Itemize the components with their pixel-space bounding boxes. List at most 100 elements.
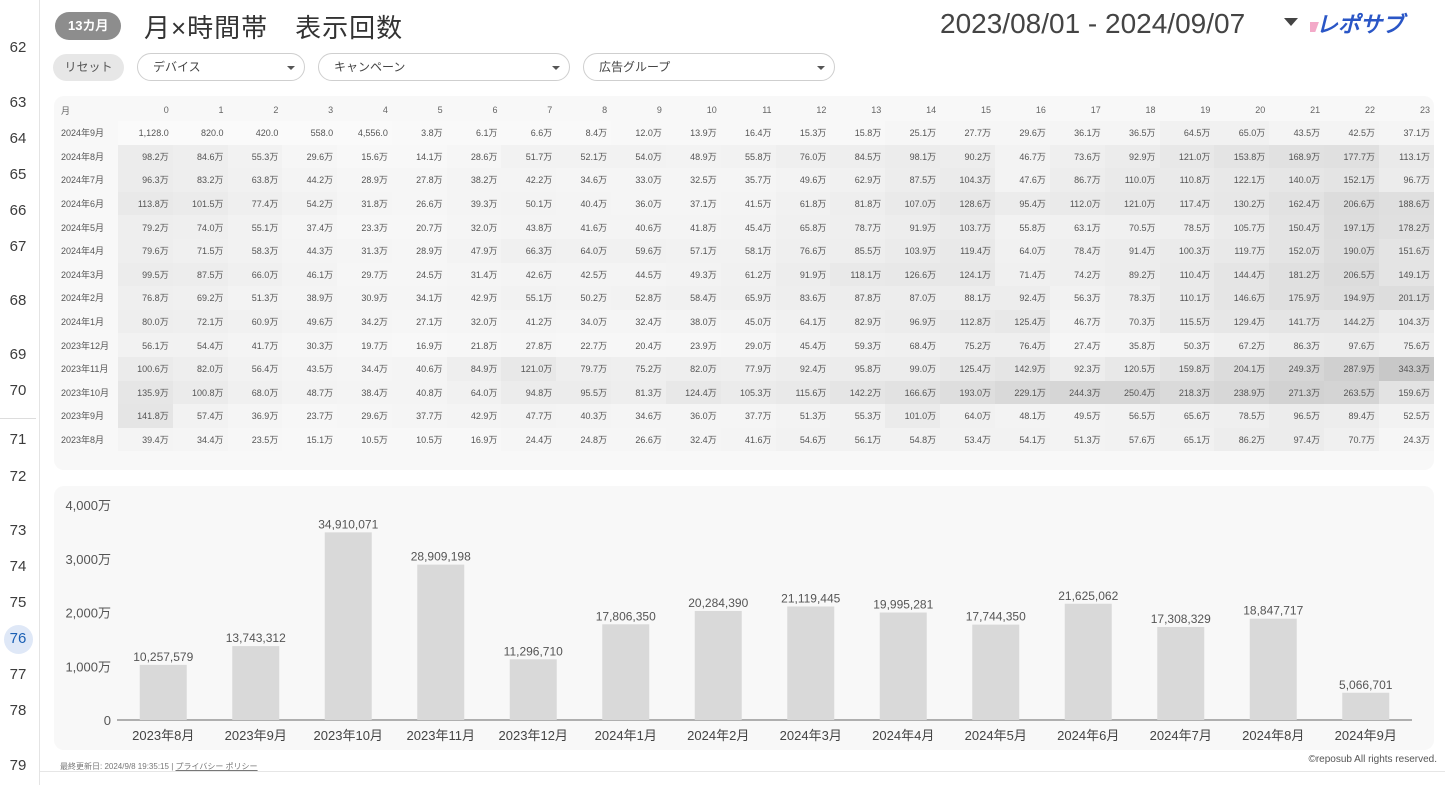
heatmap-hour-header[interactable]: 0 <box>163 105 169 115</box>
heatmap-cell: 14.1万 <box>391 144 447 169</box>
heatmap-cell: 89.4万 <box>1324 404 1379 428</box>
heatmap-hour-header[interactable]: 4 <box>382 105 388 115</box>
heatmap-hour-header[interactable]: 14 <box>926 105 937 115</box>
heatmap-row: 2024年6月 113.8万 101.5万 77.4万 54.2万 31.8万 26.6万 3… <box>54 191 1434 216</box>
heatmap-cell: 129.4万 <box>1214 309 1270 334</box>
heatmap-cell: 37.7万 <box>720 404 776 428</box>
device-dropdown[interactable]: デバイス <box>137 53 305 81</box>
heatmap-hour-header[interactable]: 22 <box>1364 105 1375 115</box>
row-number[interactable]: 62 <box>9 39 27 56</box>
heatmap-hour-header[interactable]: 11 <box>762 105 772 115</box>
heatmap-cell: 22.7万 <box>556 333 612 357</box>
row-number[interactable]: 78 <box>9 702 27 719</box>
heatmap-cell: 24.5万 <box>391 262 447 287</box>
bar[interactable] <box>694 610 742 720</box>
heatmap-cell: 36.5万 <box>1104 121 1160 145</box>
heatmap-cell: 16.9万 <box>391 333 447 357</box>
heatmap-hour-header[interactable]: 23 <box>1419 105 1430 115</box>
heatmap-hour-header[interactable]: 16 <box>1035 105 1046 115</box>
heatmap-row: 2024年5月 79.2万 74.0万 55.1万 37.4万 23.3万 20.7万 32.… <box>54 215 1434 239</box>
row-number[interactable]: 68 <box>9 292 27 309</box>
bar-value-label: 17,308,329 <box>1151 612 1211 626</box>
x-category-label: 2023年10月 <box>314 728 383 743</box>
row-number[interactable]: 74 <box>9 558 27 575</box>
heatmap-hour-header[interactable]: 5 <box>437 105 443 115</box>
bar[interactable] <box>324 532 372 720</box>
x-category-label: 2024年6月 <box>1057 728 1119 743</box>
heatmap-hour-header[interactable]: 1 <box>218 105 224 115</box>
heatmap-hour-header[interactable]: 21 <box>1310 105 1321 115</box>
heatmap-cell: 78.7万 <box>830 215 886 239</box>
heatmap-hour-header[interactable]: 15 <box>980 105 991 115</box>
ad-group-dropdown[interactable]: 広告グループ <box>583 53 835 81</box>
heatmap-cell: 20.7万 <box>391 215 447 239</box>
bar[interactable] <box>602 624 650 720</box>
heatmap-cell: 69.2万 <box>172 286 228 310</box>
heatmap-cell: 3.8万 <box>391 121 447 145</box>
row-number[interactable]: 65 <box>9 166 27 183</box>
privacy-policy-link[interactable]: プライバシー ポリシー <box>175 762 258 771</box>
row-number[interactable]: 76 <box>9 630 27 647</box>
heatmap-hour-header[interactable]: 19 <box>1200 105 1211 115</box>
heatmap-row: 2023年10月 135.9万 100.8万 68.0万 48.7万 38.4万 40.8万… <box>54 380 1434 405</box>
bar[interactable] <box>1249 618 1297 720</box>
heatmap-hour-header[interactable]: 13 <box>871 105 882 115</box>
row-number[interactable]: 70 <box>9 382 27 399</box>
heatmap-cell: 45.4万 <box>775 333 831 357</box>
heatmap-hour-header[interactable]: 10 <box>706 105 717 115</box>
row-number[interactable]: 67 <box>9 238 27 255</box>
heatmap-hour-header[interactable]: 6 <box>492 105 498 115</box>
heatmap-cell: 103.7万 <box>940 215 995 239</box>
heatmap-cell: 57.6万 <box>1104 427 1160 452</box>
heatmap-cell: 218.3万 <box>1159 380 1215 405</box>
heatmap-hour-header[interactable]: 7 <box>547 105 553 115</box>
heatmap-row: 2024年1月 80.0万 72.1万 60.9万 49.6万 34.2万 27.1万 32.… <box>54 309 1434 334</box>
heatmap-hour-header[interactable]: 2 <box>273 105 279 115</box>
heatmap-hour-header[interactable]: 3 <box>328 105 334 115</box>
bar[interactable] <box>232 646 280 720</box>
bar[interactable] <box>1064 603 1112 720</box>
row-number[interactable]: 64 <box>9 130 27 147</box>
row-number[interactable]: 63 <box>9 94 27 111</box>
heatmap-cell: 101.5万 <box>172 191 228 216</box>
heatmap-cell: 420.0 <box>227 121 283 145</box>
heatmap-cell: 159.6万 <box>1379 380 1434 405</box>
row-number[interactable]: 71 <box>9 431 27 448</box>
heatmap-month-header[interactable]: 月 <box>61 105 71 116</box>
row-number[interactable]: 72 <box>9 468 27 485</box>
heatmap-hour-header[interactable]: 18 <box>1145 105 1156 115</box>
heatmap-hour-header[interactable]: 8 <box>602 105 608 115</box>
heatmap-cell: 29.6万 <box>337 404 392 428</box>
row-number[interactable]: 77 <box>9 666 27 683</box>
heatmap-hour-header[interactable]: 12 <box>816 105 827 115</box>
heatmap-cell: 146.6万 <box>1214 286 1270 310</box>
reset-button[interactable]: リセット <box>53 54 124 81</box>
row-number[interactable]: 66 <box>9 202 27 219</box>
bar[interactable] <box>787 606 835 720</box>
heatmap-hour-header[interactable]: 9 <box>656 105 662 115</box>
heatmap-cell: 15.8万 <box>830 121 886 145</box>
bottom-divider <box>40 771 1445 772</box>
bar[interactable] <box>1342 692 1390 720</box>
row-number[interactable]: 75 <box>9 594 27 611</box>
heatmap-cell: 177.7万 <box>1324 144 1379 169</box>
heatmap-cell: 151.6万 <box>1379 238 1434 263</box>
date-range-dropdown-icon[interactable] <box>1284 18 1298 26</box>
heatmap-hour-header[interactable]: 20 <box>1255 105 1266 115</box>
bar[interactable] <box>417 564 465 720</box>
row-number[interactable]: 79 <box>9 757 27 774</box>
heatmap-hour-header[interactable]: 17 <box>1090 105 1101 115</box>
row-number[interactable]: 73 <box>9 522 27 539</box>
bar[interactable] <box>879 612 927 720</box>
bar[interactable] <box>1157 626 1205 720</box>
bar[interactable] <box>139 664 187 720</box>
date-range-selector[interactable]: 2023/08/01 - 2024/09/07 <box>940 8 1246 39</box>
campaign-dropdown[interactable]: キャンペーン <box>318 53 570 81</box>
heatmap-cell: 100.8万 <box>172 380 228 405</box>
period-badge[interactable]: 13カ月 <box>55 12 122 40</box>
heatmap-cell: 6.1万 <box>446 121 502 145</box>
bar[interactable] <box>509 659 557 720</box>
row-number[interactable]: 69 <box>9 346 27 363</box>
bar[interactable] <box>972 624 1020 720</box>
heatmap-cell: 55.1万 <box>501 286 557 310</box>
